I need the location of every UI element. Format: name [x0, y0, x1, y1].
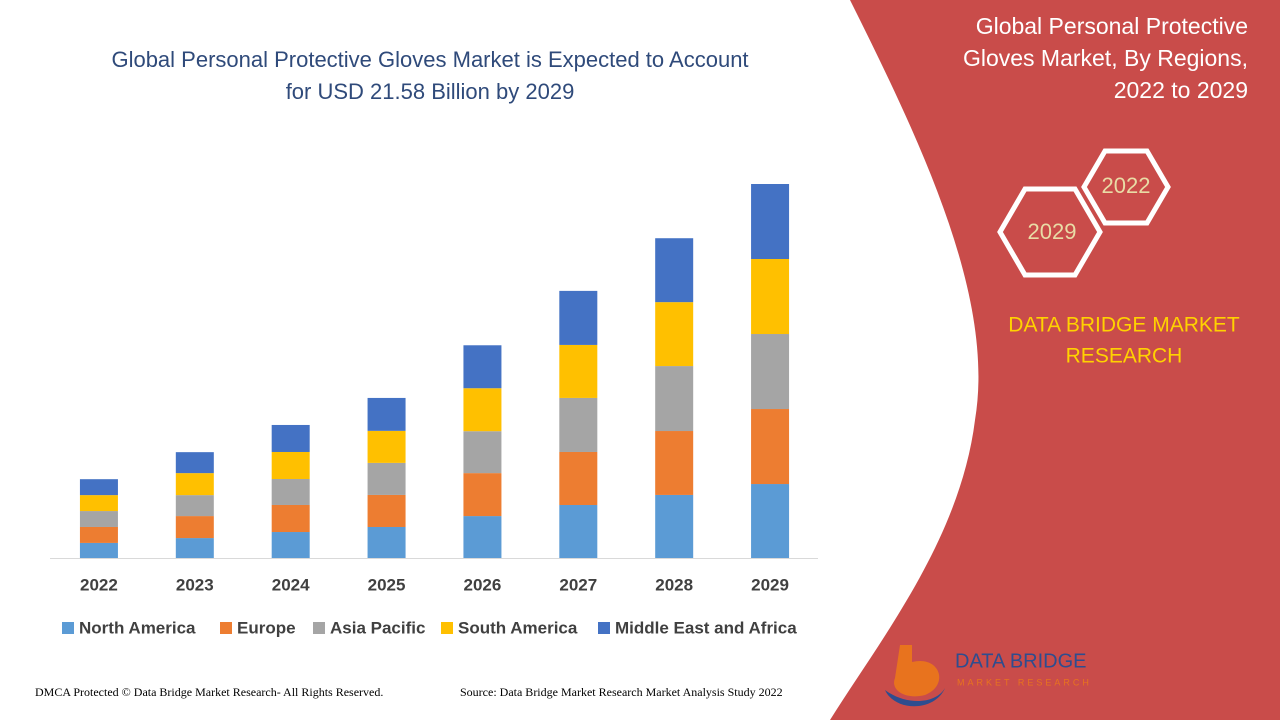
bar-segment: [79, 542, 118, 558]
bar-segment: [559, 504, 598, 558]
x-tick-label: 2023: [176, 575, 214, 594]
bar-segment: [175, 452, 214, 474]
bar-segment: [463, 516, 502, 558]
bar-segment: [175, 516, 214, 539]
bar-segment: [271, 504, 310, 533]
bar-segment: [367, 526, 406, 558]
x-tick-label: 2028: [655, 575, 693, 594]
bar-segment: [559, 344, 598, 398]
bar-segment: [367, 397, 406, 431]
bar-segment: [79, 495, 118, 512]
bar-segment: [751, 484, 790, 558]
legend-swatch: [313, 622, 325, 634]
bar-segment: [175, 538, 214, 558]
bar-segment: [271, 532, 310, 558]
bar-segment: [367, 494, 406, 527]
bar-segment: [463, 431, 502, 474]
bar-segment: [463, 345, 502, 389]
x-tick-label: 2025: [368, 575, 406, 594]
hex-year: 2022: [1102, 173, 1151, 198]
bar-segment: [367, 430, 406, 463]
legend-label: Middle East and Africa: [615, 618, 797, 637]
bar-segment: [463, 388, 502, 432]
bar-segment: [751, 184, 790, 260]
bar-segment: [79, 511, 118, 527]
hex-year: 2029: [1028, 219, 1077, 244]
legend-swatch: [62, 622, 74, 634]
bar-segment: [751, 409, 790, 485]
logo-mark: [885, 688, 945, 707]
hexagon: [997, 186, 1103, 278]
bar-segment: [463, 473, 502, 517]
brand-text: DATA BRIDGE MARKET: [1008, 314, 1240, 337]
bar-segment: [271, 451, 310, 480]
x-tick-label: 2027: [559, 575, 597, 594]
legend-swatch: [441, 622, 453, 634]
bar-segment: [655, 238, 694, 303]
bar-segment: [559, 451, 598, 505]
copyright: DMCA Protected © Data Bridge Market Rese…: [35, 685, 383, 699]
bar-segment: [79, 526, 118, 543]
logo-name: DATA BRIDGE: [955, 650, 1087, 672]
bar-segment: [559, 397, 598, 452]
logo-tagline: MARKET RESEARCH: [957, 677, 1092, 687]
legend-swatch: [220, 622, 232, 634]
bar-segment: [655, 366, 694, 432]
source: Source: Data Bridge Market Research Mark…: [460, 685, 783, 699]
bar-segment: [271, 424, 310, 452]
legend-label: Europe: [237, 618, 296, 637]
x-tick-label: 2022: [80, 575, 118, 594]
bar-segment: [751, 334, 790, 410]
bar-segment: [655, 302, 694, 367]
x-tick-label: 2024: [272, 575, 310, 594]
chart-title: Global Personal Protective Gloves Market…: [111, 47, 749, 104]
bar-segment: [175, 495, 214, 517]
bar-segment: [655, 494, 694, 558]
x-tick-label: 2026: [464, 575, 502, 594]
bar-segment: [367, 462, 406, 495]
side-panel: [830, 0, 1280, 720]
bar-segment: [751, 259, 790, 335]
legend-swatch: [598, 622, 610, 634]
legend-label: South America: [458, 618, 578, 637]
legend-label: North America: [79, 618, 196, 637]
bar-segment: [655, 431, 694, 495]
bar-segment: [559, 290, 598, 345]
x-tick-label: 2029: [751, 575, 789, 594]
bar-segment: [79, 479, 118, 496]
legend-label: Asia Pacific: [330, 618, 425, 637]
bar-segment: [175, 473, 214, 496]
logo-mark: [894, 645, 940, 697]
panel-title: Global Personal Protective Gloves Market…: [962, 13, 1248, 103]
brand-text: RESEARCH: [1066, 345, 1183, 368]
bar-segment: [271, 479, 310, 505]
hexagon: [1081, 148, 1171, 226]
